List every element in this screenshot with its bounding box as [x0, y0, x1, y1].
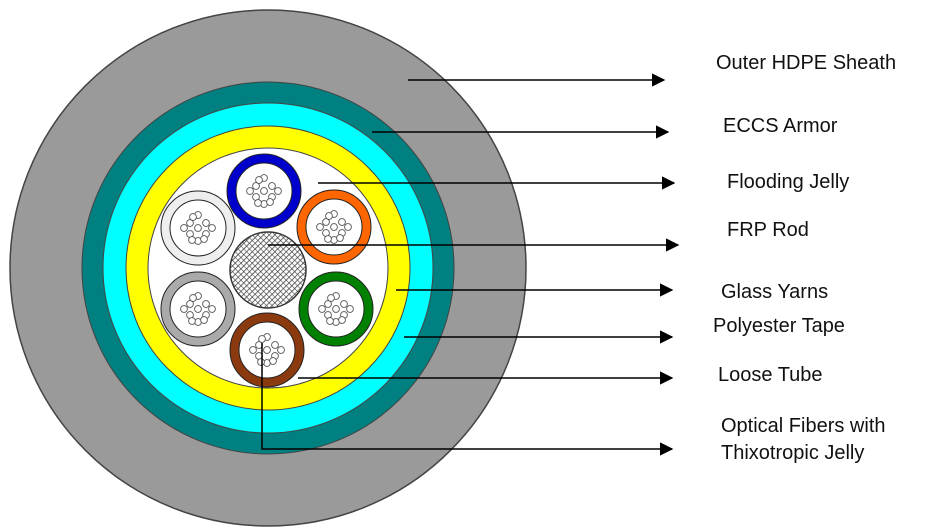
fiber-0-11: [254, 199, 262, 207]
fiber-4-7: [180, 305, 188, 313]
fiber-4-0: [194, 305, 202, 313]
fiber-2-11: [326, 317, 334, 325]
fiber-1-0: [330, 223, 338, 231]
fiber-0-8: [274, 187, 282, 195]
label-loose-tube: Loose Tube: [718, 364, 823, 386]
fiber-1-1: [322, 218, 330, 226]
fiber-1-7: [316, 223, 324, 231]
fiber-3-11: [257, 358, 265, 366]
fiber-1-10: [336, 234, 344, 242]
fiber-5-11: [188, 236, 196, 244]
fiber-2-2: [340, 300, 348, 308]
fiber-1-8: [344, 223, 352, 231]
fiber-3-0: [263, 346, 271, 354]
fiber-2-1: [324, 300, 332, 308]
fiber-0-1: [252, 182, 260, 190]
fiber-4-8: [208, 305, 216, 313]
frp-rod-crosshatch: [230, 232, 306, 308]
fiber-1-2: [338, 218, 346, 226]
fiber-2-7: [318, 305, 326, 313]
fiber-0-2: [268, 182, 276, 190]
label-polyester-tape: Polyester Tape: [713, 315, 845, 337]
fiber-4-9: [189, 294, 197, 302]
label-glass-yarns: Glass Yarns: [721, 281, 829, 303]
fiber-3-8: [277, 346, 285, 354]
label-eccs-armor: ECCS Armor: [723, 115, 838, 137]
label-frp-rod: FRP Rod: [727, 219, 809, 241]
fiber-1-9: [325, 212, 333, 220]
fiber-3-10: [269, 357, 277, 365]
fiber-5-10: [200, 235, 208, 243]
fiber-0-7: [246, 187, 254, 195]
label-optical-fibers-line1: Optical Fibers with: [721, 415, 886, 437]
label-flooding-jelly: Flooding Jelly: [727, 171, 850, 193]
leader-lines: [261, 73, 680, 456]
label-outer-hdpe-sheath: Outer HDPE Sheath: [716, 52, 897, 74]
fiber-4-10: [200, 316, 208, 324]
fiber-5-8: [208, 224, 216, 232]
fiber-5-7: [180, 224, 188, 232]
fiber-4-2: [202, 300, 210, 308]
fiber-0-9: [255, 176, 263, 184]
fiber-5-1: [186, 219, 194, 227]
label-optical-fibers-line2: Thixotropic Jelly: [721, 442, 865, 464]
fiber-0-0: [260, 187, 268, 195]
fiber-3-2: [271, 341, 279, 349]
fiber-4-1: [186, 300, 194, 308]
fiber-2-9: [327, 294, 335, 302]
fiber-0-10: [266, 198, 274, 206]
leader-optical-fibers: [261, 343, 674, 456]
fiber-5-0: [194, 224, 202, 232]
fiber-2-0: [332, 305, 340, 313]
fiber-3-9: [258, 335, 266, 343]
fiber-5-2: [202, 219, 210, 227]
fiber-2-10: [338, 316, 346, 324]
fiber-3-7: [249, 346, 257, 354]
fiber-2-8: [346, 305, 354, 313]
fiber-4-11: [188, 317, 196, 325]
fiber-1-11: [324, 235, 332, 243]
fiber-5-9: [189, 213, 197, 221]
